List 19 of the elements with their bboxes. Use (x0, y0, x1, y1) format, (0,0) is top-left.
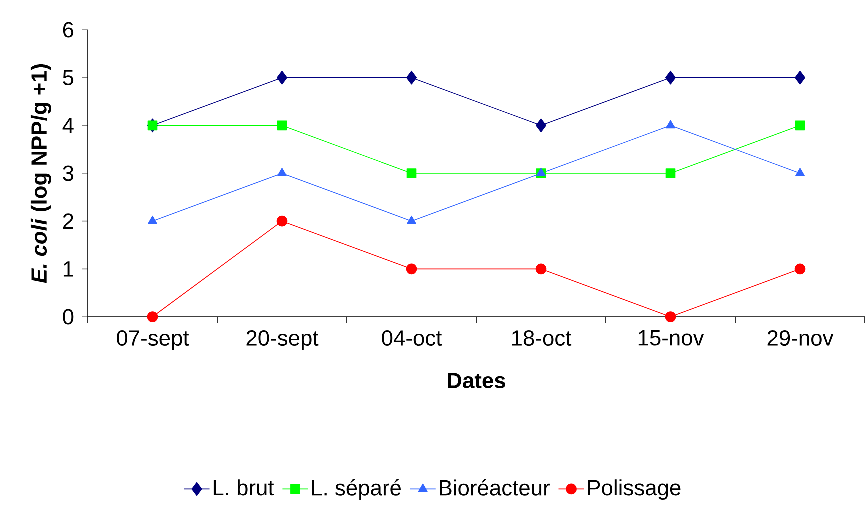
legend-label: L. brut (214, 480, 274, 496)
x-axis-title: Dates (448, 373, 506, 388)
x-tick-label: 15-nov (638, 330, 704, 346)
y-tick-label: 4 (62, 118, 74, 134)
y-tick-label: 6 (63, 22, 74, 38)
legend-label: Bioréacteur (440, 479, 550, 496)
legend-label: L. séparé (312, 479, 401, 500)
x-tick-label: 04-oct (382, 330, 442, 346)
x-tick-label: 18-oct (512, 330, 572, 346)
x-tick-label: 20-sept (246, 330, 319, 350)
y-tick-label: 1 (64, 262, 74, 277)
x-tick-label: 29-nov (768, 330, 834, 346)
y-tick-label: 2 (63, 214, 74, 229)
legend-label: Polissage (588, 480, 681, 500)
y-axis-title: E. coli (log NPP/g +1) (30, 64, 52, 284)
y-tick-label: 0 (63, 309, 74, 325)
x-tick-label: 07-sept (117, 330, 190, 350)
y-tick-label: 3 (63, 166, 74, 182)
y-tick-label: 5 (63, 70, 74, 86)
